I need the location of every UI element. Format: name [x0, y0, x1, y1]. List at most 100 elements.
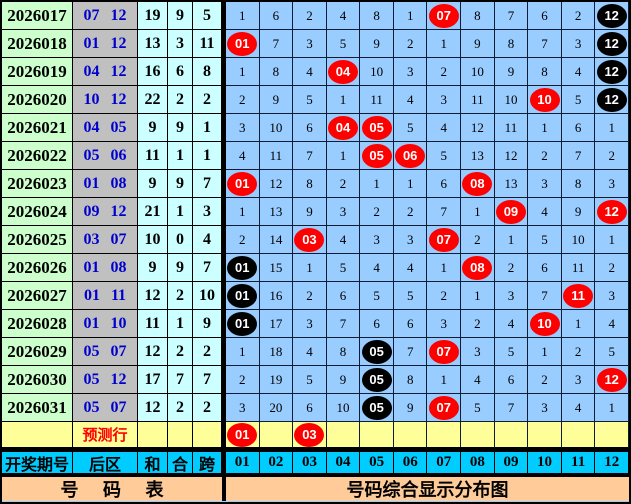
panel-divider	[222, 58, 226, 86]
combo-cell: 3	[168, 30, 193, 58]
period-cell: 2026017	[2, 2, 73, 30]
period-cell: 2026021	[2, 114, 73, 142]
omission-cell: 7	[427, 198, 462, 226]
prediction-empty-cell	[461, 422, 495, 448]
omission-cell: 9	[259, 86, 294, 114]
period-cell: 2026025	[2, 226, 73, 254]
omission-cell: 8	[293, 170, 327, 198]
omission-cell: 2	[293, 2, 327, 30]
black-ball: 05	[361, 395, 392, 420]
omission-cell: 1	[427, 30, 462, 58]
prediction-stat-cell	[138, 422, 168, 448]
sum-cell: 16	[138, 58, 168, 86]
sum-cell: 9	[138, 170, 168, 198]
omission-cell: 9	[293, 198, 327, 226]
omission-cell: 20	[259, 394, 294, 422]
omission-cell: 9	[494, 58, 529, 86]
red-ball: 09	[495, 199, 526, 224]
drawn-number-cell: 05	[360, 366, 394, 394]
omission-cell: 8	[360, 2, 394, 30]
period-cell: 2026023	[2, 170, 73, 198]
omission-cell: 1	[461, 282, 495, 310]
header-combo: 合	[168, 452, 193, 474]
drawn-number-cell: 05	[360, 114, 394, 142]
span-cell: 7	[193, 254, 222, 282]
backzone-cell: 01 11	[73, 282, 138, 310]
chart-title: 号码综合显示分布图	[226, 477, 629, 501]
panel-divider	[222, 142, 226, 170]
red-ball: 10	[529, 311, 560, 336]
sum-cell: 11	[138, 142, 168, 170]
period-cell: 2026029	[2, 338, 73, 366]
omission-cell: 7	[326, 310, 361, 338]
period-cell: 2026024	[2, 198, 73, 226]
sum-cell: 9	[138, 114, 168, 142]
omission-cell: 6	[360, 310, 394, 338]
period-cell: 2026026	[2, 254, 73, 282]
omission-cell: 3	[528, 394, 562, 422]
panel-divider	[222, 2, 226, 30]
omission-cell: 8	[528, 58, 562, 86]
span-cell: 2	[193, 394, 222, 422]
omission-cell: 3	[326, 198, 361, 226]
period-cell: 2026031	[2, 394, 73, 422]
red-ball: 07	[428, 339, 459, 364]
omission-cell: 10	[561, 226, 596, 254]
omission-cell: 7	[494, 394, 529, 422]
sum-cell: 12	[138, 338, 168, 366]
drawn-number-cell: 04	[326, 58, 361, 86]
table-row: 2026026 01 08 9 9 7 01 15 1 5 4 4 1 08 2 6 11 2	[2, 254, 629, 282]
panel-divider	[222, 170, 226, 198]
omission-cell: 11	[494, 114, 529, 142]
omission-cell: 3	[393, 226, 428, 254]
omission-cell: 10	[360, 58, 394, 86]
omission-cell: 2	[226, 366, 260, 394]
column-header-09: 09	[494, 452, 529, 474]
omission-cell: 3	[427, 86, 462, 114]
omission-cell: 7	[393, 338, 428, 366]
column-header-04: 04	[326, 452, 361, 474]
omission-cell: 1	[226, 2, 260, 30]
omission-cell: 14	[259, 226, 294, 254]
omission-cell: 5	[528, 226, 562, 254]
backzone-cell: 01 08	[73, 254, 138, 282]
drawn-number-cell: 01	[226, 310, 260, 338]
backzone-cell: 01 12	[73, 30, 138, 58]
drawn-number-cell: 10	[528, 86, 562, 114]
black-ball: 05	[361, 339, 392, 364]
red-ball: 07	[428, 227, 459, 252]
omission-cell: 2	[561, 338, 596, 366]
red-ball: 07	[428, 395, 459, 420]
red-ball: 11	[563, 283, 594, 308]
red-ball: 08	[462, 255, 493, 280]
drawn-number-cell: 07	[427, 394, 462, 422]
omission-cell: 10	[259, 114, 294, 142]
backzone-cell: 05 07	[73, 394, 138, 422]
omission-cell: 12	[259, 170, 294, 198]
drawn-number-cell: 05	[360, 142, 394, 170]
combo-cell: 9	[168, 170, 193, 198]
omission-cell: 3	[461, 338, 495, 366]
omission-cell: 2	[461, 310, 495, 338]
omission-cell: 5	[393, 282, 428, 310]
backzone-cell: 05 12	[73, 366, 138, 394]
omission-cell: 3	[293, 30, 327, 58]
column-header-11: 11	[561, 452, 596, 474]
omission-cell: 4	[293, 338, 327, 366]
panel-divider	[222, 254, 226, 282]
omission-cell: 3	[595, 170, 629, 198]
black-ball: 01	[227, 255, 258, 280]
drawn-number-cell: 12	[595, 58, 629, 86]
drawn-number-cell: 12	[595, 366, 629, 394]
omission-cell: 8	[259, 58, 294, 86]
sum-cell: 19	[138, 2, 168, 30]
black-ball: 01	[227, 283, 258, 308]
omission-cell: 3	[360, 226, 394, 254]
period-cell: 2026030	[2, 366, 73, 394]
column-header-06: 06	[393, 452, 428, 474]
combo-cell: 9	[168, 254, 193, 282]
table-row: 2026030 05 12 17 7 7 2 19 5 9 05 8 1 4 6 2 3 12	[2, 366, 629, 394]
table-row: 2026019 04 12 16 6 8 1 8 4 04 10 3 2 10 9 8 4 12	[2, 58, 629, 86]
sum-cell: 21	[138, 198, 168, 226]
